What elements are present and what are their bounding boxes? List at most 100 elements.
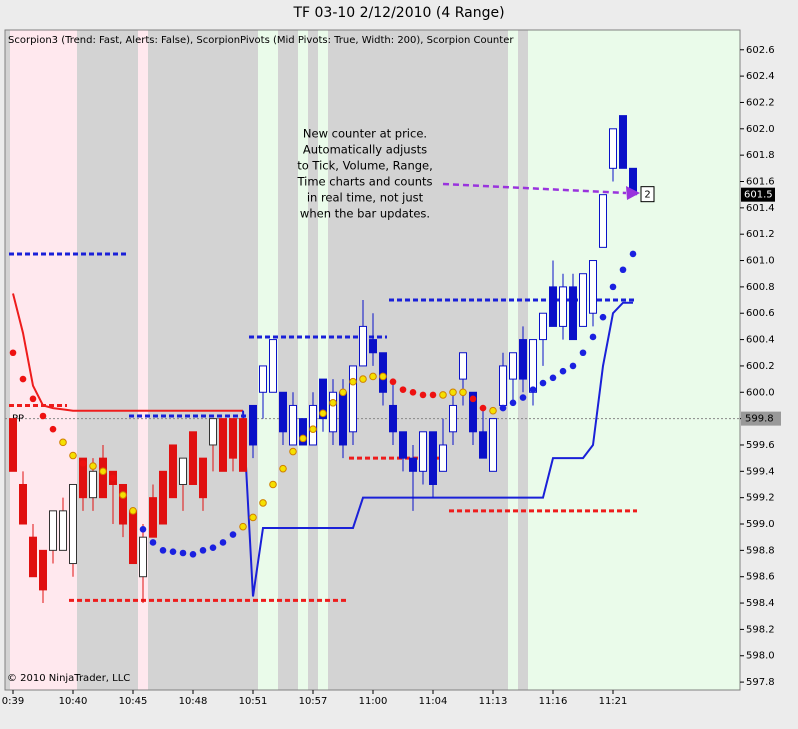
trend-dot <box>479 404 487 412</box>
trend-dot <box>389 378 397 386</box>
y-tick-label: 598.6 <box>746 572 775 583</box>
indicator-label: Scorpion3 (Trend: Fast, Alerts: False), … <box>8 35 514 46</box>
y-tick-label: 601.4 <box>746 203 775 214</box>
candle-body <box>149 497 157 538</box>
trend-dot <box>289 447 297 456</box>
trend-dot <box>579 349 587 357</box>
candle-body <box>559 286 567 327</box>
trend-dot <box>359 375 367 383</box>
band <box>258 30 278 690</box>
candle-body <box>309 404 317 446</box>
candle-body <box>189 431 197 485</box>
trend-dot <box>249 513 257 522</box>
trend-dot <box>59 438 67 447</box>
candle-body <box>319 378 327 420</box>
y-tick-label: 602.6 <box>746 45 775 56</box>
trend-dot <box>439 391 447 399</box>
candle-body <box>169 444 177 499</box>
trend-dot <box>99 467 107 476</box>
pivot-label: PP <box>12 414 24 425</box>
y-tick-label: 598.2 <box>746 624 775 635</box>
pivot-marker-label: 599.8 <box>745 414 774 425</box>
candle-body <box>179 457 187 485</box>
arrow-head <box>626 186 640 200</box>
candle-body <box>619 115 627 169</box>
trend-dot <box>19 375 27 383</box>
candle-body <box>199 457 207 499</box>
x-tick-label: 11:04 <box>419 696 448 707</box>
counter-box <box>640 186 655 203</box>
band <box>328 30 508 690</box>
trend-dot <box>319 409 327 418</box>
candle-body <box>39 549 47 591</box>
candle-body <box>369 339 377 354</box>
candle-body <box>159 470 167 525</box>
trend-dot <box>489 406 497 415</box>
candle-body <box>59 510 67 551</box>
trend-dot <box>189 551 197 558</box>
candle-body <box>509 352 517 380</box>
trend-dot <box>619 266 627 274</box>
trend-dot <box>149 539 157 546</box>
trend-dot <box>259 499 267 507</box>
trend-dot <box>89 462 97 470</box>
x-tick-label: 0:39 <box>2 696 24 707</box>
trend-dot <box>549 374 557 382</box>
pivot-marker <box>741 411 781 426</box>
trend-dot <box>9 349 17 357</box>
y-tick-label: 600.6 <box>746 308 775 319</box>
trend-dot <box>399 386 407 393</box>
trend-dot <box>589 333 597 341</box>
candle-body <box>349 365 357 433</box>
trend-dot <box>309 425 317 433</box>
annotation-text: Time charts and counts <box>296 175 432 189</box>
candle-body <box>599 194 607 248</box>
y-tick-label: 597.8 <box>746 677 775 688</box>
candle-body <box>569 286 577 341</box>
x-tick-label: 10:40 <box>59 696 88 707</box>
candle-body <box>99 457 107 499</box>
candle-body <box>69 483 77 565</box>
trend-dot <box>229 531 237 538</box>
candle-body <box>119 483 127 525</box>
candle-body <box>329 391 337 433</box>
candle-body <box>409 457 417 472</box>
candle-body <box>89 470 97 499</box>
trend-dot <box>69 451 77 460</box>
candle-body <box>379 352 387 393</box>
plot-layer: PP <box>5 115 740 604</box>
trend-dot <box>299 434 307 443</box>
y-tick-label: 602.2 <box>746 97 775 108</box>
y-tick-label: 599.4 <box>746 466 775 477</box>
trend-dot <box>279 464 287 473</box>
candle-body <box>129 510 137 565</box>
y-tick-label: 599.2 <box>746 493 775 504</box>
y-tick-label: 602.0 <box>746 124 775 135</box>
trend-dot <box>219 539 227 546</box>
candle-body <box>359 325 367 367</box>
candle-body <box>499 365 507 406</box>
candle-body <box>9 418 17 472</box>
trend-line <box>12 293 243 412</box>
trend-dot <box>39 412 47 420</box>
candle-body <box>219 418 227 472</box>
trend-dot <box>539 379 547 387</box>
trend-dot <box>109 474 117 482</box>
candle-body <box>589 260 597 314</box>
band <box>318 30 328 690</box>
trend-dot <box>119 491 127 499</box>
candle-body <box>249 404 257 446</box>
x-tick-label: 10:45 <box>119 696 148 707</box>
candle-body <box>389 404 397 433</box>
annotation-text: when the bar updates. <box>300 207 430 221</box>
band <box>77 30 138 690</box>
candle-body <box>449 404 457 433</box>
candle-body <box>139 536 147 578</box>
candle-body <box>419 431 427 472</box>
candle-body <box>339 391 347 446</box>
trend-dot <box>239 522 247 531</box>
trend-dot <box>599 313 607 321</box>
candle-body <box>579 273 587 327</box>
y-tick-label: 599.0 <box>746 519 775 530</box>
x-tick-label: 11:21 <box>599 696 628 707</box>
